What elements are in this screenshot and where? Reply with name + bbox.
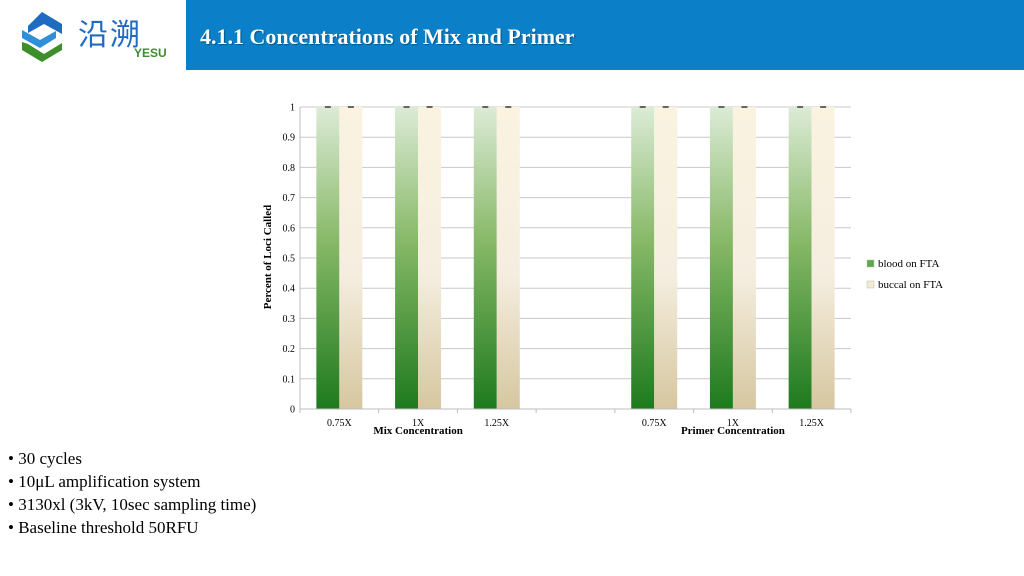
bar-top-marker (639, 106, 646, 108)
bar-top-marker (797, 106, 804, 108)
bar-top-marker (482, 106, 489, 108)
bar-buccal-on-fta (339, 107, 363, 409)
y-tick-label: 0 (290, 405, 295, 416)
y-axis-title: Percent of Loci Called (262, 205, 274, 310)
bar-buccal-on-fta (418, 107, 442, 409)
bar-top-marker (662, 106, 669, 108)
bar-blood-on-fta (473, 107, 497, 409)
axes: 0 0.1 0.2 0.3 0.4 0.5 0.6 0.7 0.8 0.9 1 0.75X 1X 1.25… (283, 103, 852, 437)
x-tick-label: 0.75X (642, 418, 668, 429)
bar-top-marker (347, 106, 354, 108)
y-tick-label: 0.8 (283, 163, 296, 174)
header: 沿溯 YESU 4.1.1 Concentrations of Mix and … (0, 0, 1024, 70)
bar-blood-on-fta (631, 107, 655, 409)
bullet-item: • 10μL amplification system (8, 472, 201, 491)
x-tick-label: 0.75X (327, 418, 353, 429)
x-tick-label: 1.25X (484, 418, 510, 429)
bar-blood-on-fta (316, 107, 340, 409)
logo-chinese-text: 沿溯 (78, 18, 142, 53)
bar-top-marker (820, 106, 827, 108)
x-group-label: Mix Concentration (373, 425, 463, 437)
page-title: 4.1.1 Concentrations of Mix and Primer (200, 24, 575, 49)
legend-swatch (866, 280, 875, 289)
bullet-list: • 30 cycles • 10μL amplification system … (8, 447, 256, 539)
x-tick-label: 1X (727, 418, 740, 429)
logo-english-text: YESU (134, 46, 167, 60)
y-tick-label: 0.7 (283, 193, 296, 204)
bar-buccal-on-fta (811, 107, 835, 409)
y-tick-label: 0.5 (283, 254, 296, 265)
legend-label: buccal on FTA (878, 279, 943, 291)
x-tick-label: 1X (412, 418, 425, 429)
bar-chart: 0 0.1 0.2 0.3 0.4 0.5 0.6 0.7 0.8 0.9 1 0.75X 1X 1.25… (262, 103, 943, 438)
y-tick-label: 0.6 (283, 223, 296, 234)
y-tick-label: 0.3 (283, 314, 296, 325)
legend: blood on FTA buccal on FTA (866, 258, 943, 291)
x-group-label: Primer Concentration (681, 425, 785, 437)
y-tick-label: 0.2 (283, 344, 296, 355)
y-tick-label: 0.4 (283, 284, 296, 295)
logo: 沿溯 YESU (0, 0, 186, 70)
bar-blood-on-fta (395, 107, 419, 409)
bar-buccal-on-fta (496, 107, 520, 409)
legend-label: blood on FTA (878, 258, 940, 270)
bar-top-marker (426, 106, 433, 108)
title-bar: 4.1.1 Concentrations of Mix and Primer (186, 0, 1024, 70)
bullet-item: • Baseline threshold 50RFU (8, 518, 199, 537)
bar-blood-on-fta (709, 107, 733, 409)
bar-top-marker (403, 106, 410, 108)
bar-top-marker (505, 106, 512, 108)
bar-buccal-on-fta (654, 107, 678, 409)
y-tick-label: 1 (290, 103, 295, 114)
bullet-item: • 30 cycles (8, 449, 82, 468)
y-tick-label: 0.9 (283, 133, 296, 144)
bar-buccal-on-fta (732, 107, 756, 409)
y-tick-label: 0.1 (283, 374, 296, 385)
bar-top-marker (741, 106, 748, 108)
bullet-item: • 3130xl (3kV, 10sec sampling time) (8, 495, 257, 514)
bar-blood-on-fta (788, 107, 812, 409)
bar-top-marker (324, 106, 331, 108)
legend-swatch (866, 259, 875, 268)
gridlines (300, 106, 851, 410)
bars (316, 106, 835, 409)
bar-top-marker (718, 106, 725, 108)
yesu-logo-icon (22, 12, 62, 62)
x-tick-label: 1.25X (799, 418, 825, 429)
